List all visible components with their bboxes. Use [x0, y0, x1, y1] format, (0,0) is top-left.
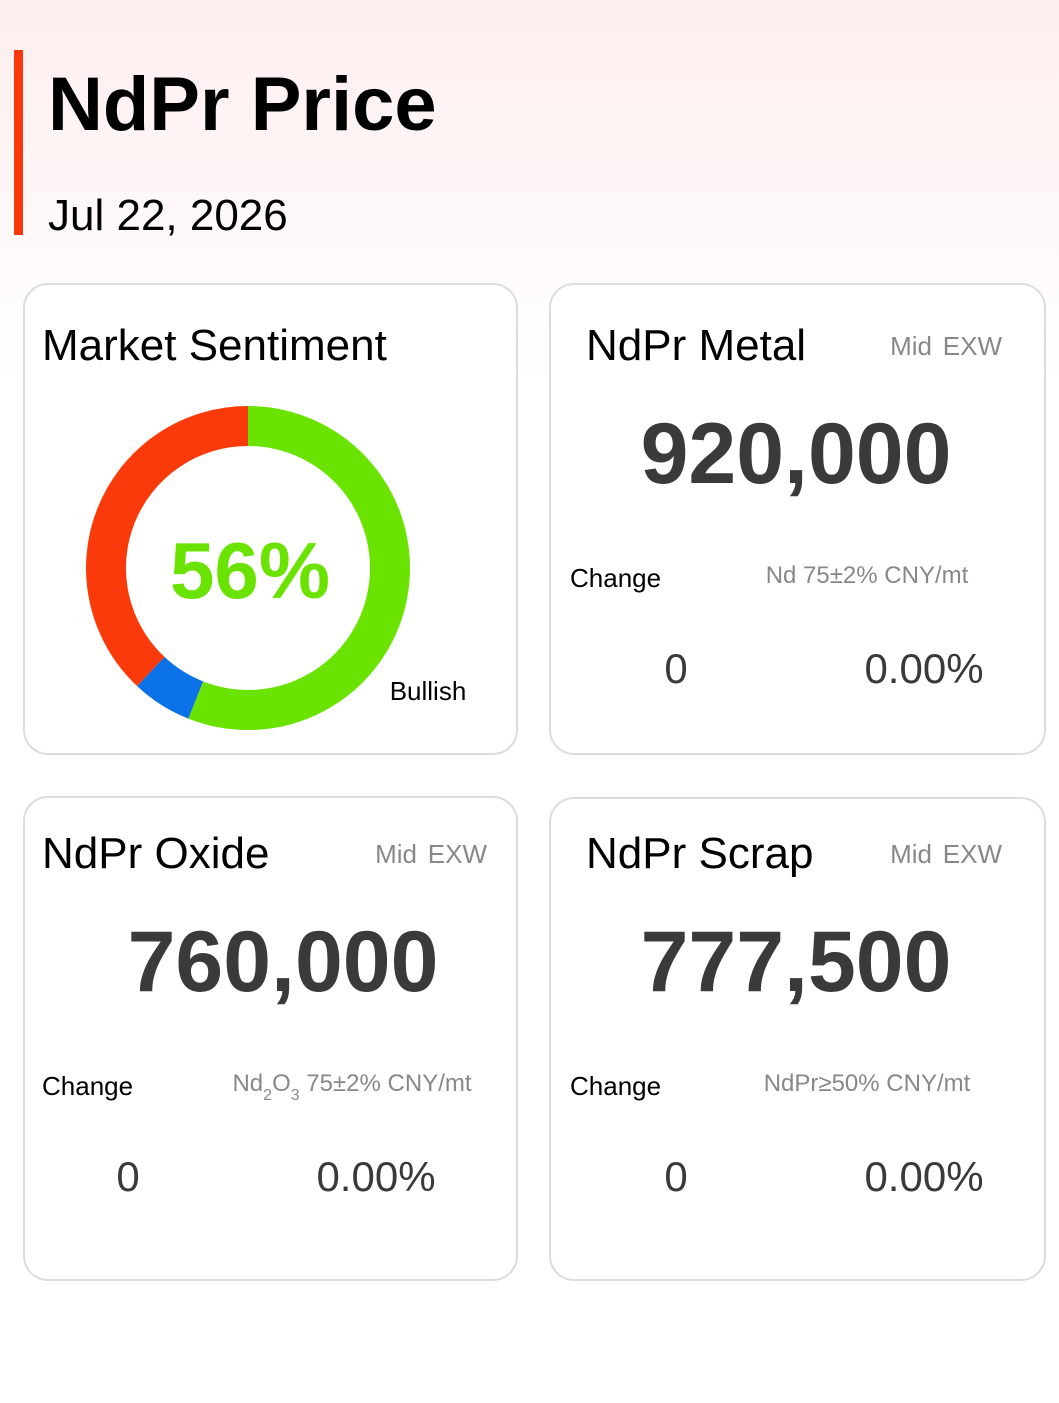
- card-title: NdPr Oxide: [42, 829, 269, 878]
- price-cards: NdPr Metal EXW Mid 920,000 Change Nd 75±2% CN…: [23, 283, 1046, 1281]
- header-accent: [14, 50, 23, 235]
- card-price: 760,000: [128, 914, 439, 1010]
- page-date: Jul 22, 2026: [48, 191, 288, 240]
- card-price: 777,500: [641, 914, 952, 1010]
- card-price: 920,000: [641, 406, 952, 502]
- card-spec: NdPr≥50% CNY/mt: [764, 1070, 971, 1097]
- spec-part: Nd: [232, 1070, 263, 1097]
- card-spec: Nd2O3 75±2% CNY/mt: [232, 1070, 471, 1104]
- change-percent: 0.00%: [316, 1153, 435, 1200]
- change-value: 0: [664, 1153, 687, 1200]
- card-tag: Mid: [890, 331, 932, 361]
- price-card: [549, 797, 1046, 1281]
- sentiment-title: Market Sentiment: [42, 321, 387, 370]
- donut-segment: [86, 406, 249, 687]
- card-tag: EXW: [428, 839, 488, 869]
- donut-segment: [137, 656, 204, 719]
- spec-part: 2: [263, 1087, 272, 1104]
- spec-part: Nd 75±2% CNY/mt: [766, 562, 969, 589]
- donut: [86, 406, 410, 730]
- spec-part: 3: [291, 1087, 300, 1104]
- price-card: [23, 796, 518, 1281]
- change-label: Change: [570, 1071, 661, 1101]
- card-tag: EXW: [943, 331, 1003, 361]
- card-title: NdPr Metal: [586, 321, 806, 370]
- change-value: 0: [116, 1153, 139, 1200]
- page-title: NdPr Price: [48, 62, 437, 147]
- change-label: Change: [570, 563, 661, 593]
- sentiment-label: Bullish: [390, 676, 467, 706]
- change-percent: 0.00%: [864, 645, 983, 692]
- change-percent: 0.00%: [864, 1153, 983, 1200]
- card-spec: Nd 75±2% CNY/mt: [766, 562, 969, 589]
- card-tag: EXW: [943, 839, 1003, 869]
- change-label: Change: [42, 1071, 133, 1101]
- card-tag: Mid: [375, 839, 417, 869]
- sentiment-value: 56%: [170, 526, 330, 615]
- spec-part: O: [272, 1070, 291, 1097]
- card-title: NdPr Scrap: [586, 829, 813, 878]
- change-value: 0: [664, 645, 687, 692]
- donut-segment: [188, 406, 410, 730]
- spec-part: NdPr≥50% CNY/mt: [764, 1070, 971, 1097]
- spec-part: 75±2% CNY/mt: [300, 1070, 472, 1097]
- card-tag: Mid: [890, 839, 932, 869]
- price-card: [549, 283, 1046, 755]
